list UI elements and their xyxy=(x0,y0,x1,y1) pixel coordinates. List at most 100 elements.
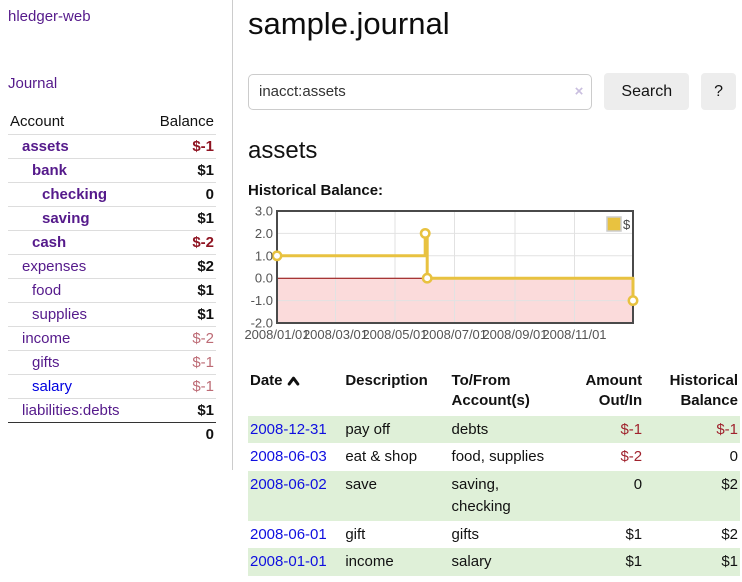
transaction-row[interactable]: 2008-06-03 eat & shop food, supplies $-2… xyxy=(248,443,740,471)
transaction-balance: 0 xyxy=(644,443,740,471)
account-balance: 0 xyxy=(206,186,214,203)
account-balance: $-1 xyxy=(192,138,214,155)
chart-legend: $ xyxy=(607,217,631,232)
transaction-row[interactable]: 2008-06-02 save saving, checking 0 $2 xyxy=(248,471,740,521)
transaction-amount: $1 xyxy=(566,521,644,549)
accounts-table: Account Balance assets $-1 bank $1 check… xyxy=(8,109,216,446)
transaction-description: pay off xyxy=(343,416,449,444)
transaction-accounts: food, supplies xyxy=(450,443,567,471)
chart-x-tick: 2008/01/01 xyxy=(244,327,309,342)
transaction-amount: $-1 xyxy=(566,416,644,444)
main-content: sample.journal × Search ? assets Histori… xyxy=(233,0,742,576)
account-link-liabilities-debts[interactable]: liabilities:debts xyxy=(22,402,120,419)
account-heading: assets xyxy=(248,137,736,165)
account-link-assets[interactable]: assets xyxy=(22,138,69,155)
help-button[interactable]: ? xyxy=(701,73,736,110)
chart-legend-swatch xyxy=(607,217,621,231)
chart-data-point[interactable] xyxy=(421,229,429,237)
account-link-bank[interactable]: bank xyxy=(32,162,67,179)
transaction-row[interactable]: 2008-06-01 gift gifts $1 $2 xyxy=(248,521,740,549)
transaction-date-link[interactable]: 2008-12-31 xyxy=(250,421,327,438)
balance-chart[interactable]: $ 3.0 2.0 1.0 0.0 -1.0 -2.0 2008/01/01 2… xyxy=(240,205,725,355)
register-header-row: Date Description To/FromAccount(s) Amoun… xyxy=(248,369,740,416)
search-input[interactable] xyxy=(248,74,592,110)
transaction-row[interactable]: 2008-12-31 pay off debts $-1 $-1 xyxy=(248,416,740,444)
clear-search-icon[interactable]: × xyxy=(575,83,584,101)
account-balance: $-1 xyxy=(192,354,214,371)
transaction-description: gift xyxy=(343,521,449,549)
account-link-supplies[interactable]: supplies xyxy=(32,306,87,323)
account-row: saving $1 xyxy=(8,207,216,231)
accounts-total-row: 0 xyxy=(8,423,216,447)
sort-ascending-icon xyxy=(287,376,300,386)
accounts-total: 0 xyxy=(206,426,214,443)
journal-link[interactable]: Journal xyxy=(8,75,57,92)
account-row: assets $-1 xyxy=(8,135,216,159)
account-row: gifts $-1 xyxy=(8,351,216,375)
account-link-food[interactable]: food xyxy=(32,282,61,299)
register-header-accounts: To/FromAccount(s) xyxy=(450,369,567,416)
transaction-amount: 0 xyxy=(566,471,644,521)
account-row: liabilities:debts $1 xyxy=(8,399,216,423)
register-table: Date Description To/FromAccount(s) Amoun… xyxy=(248,369,740,576)
register-header-description: Description xyxy=(343,369,449,416)
chart-x-tick: 2008/09/01 xyxy=(482,327,547,342)
register-header-date-label: Date xyxy=(250,372,283,389)
account-link-cash[interactable]: cash xyxy=(32,234,66,251)
transaction-date-link[interactable]: 2008-06-03 xyxy=(250,448,327,465)
transaction-balance: $2 xyxy=(644,521,740,549)
chart-x-tick: 2008/03/01 xyxy=(303,327,368,342)
app-title-link[interactable]: hledger-web xyxy=(8,8,91,25)
chart-legend-label: $ xyxy=(623,217,631,232)
transaction-balance: $2 xyxy=(644,471,740,521)
transaction-amount: $-2 xyxy=(566,443,644,471)
chart-y-tick: -1.0 xyxy=(251,293,273,308)
account-link-gifts[interactable]: gifts xyxy=(32,354,60,371)
account-row: bank $1 xyxy=(8,159,216,183)
account-link-checking[interactable]: checking xyxy=(42,186,107,203)
account-link-salary[interactable]: salary xyxy=(32,378,72,395)
chart-y-tick: 3.0 xyxy=(255,205,273,219)
transaction-balance: $-1 xyxy=(644,416,740,444)
transaction-row[interactable]: 2008-01-01 income salary $1 $1 xyxy=(248,548,740,576)
account-balance: $1 xyxy=(197,162,214,179)
transaction-accounts: saving, checking xyxy=(450,471,567,521)
account-row: food $1 xyxy=(8,279,216,303)
transaction-date-link[interactable]: 2008-06-01 xyxy=(250,526,327,543)
chart-data-point[interactable] xyxy=(423,274,431,282)
account-row: supplies $1 xyxy=(8,303,216,327)
account-balance: $-1 xyxy=(192,378,214,395)
accounts-header-account: Account xyxy=(8,109,146,135)
account-row: cash $-2 xyxy=(8,231,216,255)
account-balance: $1 xyxy=(197,210,214,227)
account-row: expenses $2 xyxy=(8,255,216,279)
chart-y-tick: 1.0 xyxy=(255,248,273,263)
register-header-date[interactable]: Date xyxy=(248,369,343,416)
chart-y-axis: 3.0 2.0 1.0 0.0 -1.0 -2.0 xyxy=(251,205,273,331)
transaction-description: eat & shop xyxy=(343,443,449,471)
search-row: × Search ? xyxy=(248,73,736,110)
chart-y-tick: 0.0 xyxy=(255,271,273,286)
account-row: income $-2 xyxy=(8,327,216,351)
account-link-expenses[interactable]: expenses xyxy=(22,258,86,275)
account-link-income[interactable]: income xyxy=(22,330,70,347)
chart-x-axis: 2008/01/01 2008/03/01 2008/05/01 2008/07… xyxy=(244,327,606,342)
transaction-date-link[interactable]: 2008-06-02 xyxy=(250,476,327,493)
chart-data-point[interactable] xyxy=(629,296,637,304)
account-balance: $1 xyxy=(197,402,214,419)
transaction-balance: $1 xyxy=(644,548,740,576)
transaction-date-link[interactable]: 2008-01-01 xyxy=(250,553,327,570)
search-box: × xyxy=(248,74,592,110)
search-button[interactable]: Search xyxy=(604,73,689,110)
chart-data-point[interactable] xyxy=(273,252,281,260)
transaction-description: save xyxy=(343,471,449,521)
account-row: checking 0 xyxy=(8,183,216,207)
page-title: sample.journal xyxy=(248,6,736,42)
account-link-saving[interactable]: saving xyxy=(42,210,90,227)
account-balance: $1 xyxy=(197,306,214,323)
account-balance: $1 xyxy=(197,282,214,299)
register-header-amount: AmountOut/In xyxy=(566,369,644,416)
account-balance: $-2 xyxy=(192,234,214,251)
chart-x-tick: 2008/11/01 xyxy=(542,327,606,342)
transaction-accounts: gifts xyxy=(450,521,567,549)
